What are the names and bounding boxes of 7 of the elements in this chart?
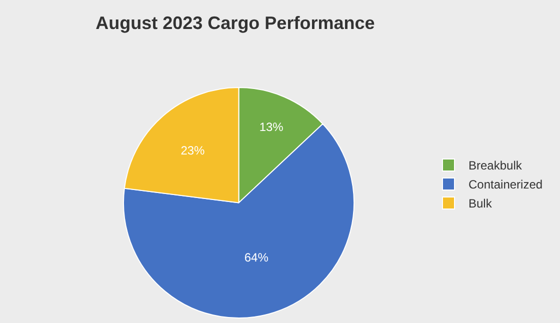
legend-label: Containerized (468, 178, 543, 192)
chart-title: August 2023 Cargo Performance (96, 12, 375, 33)
data-label: 64% (244, 250, 269, 265)
legend-label: Bulk (468, 196, 493, 211)
legend-label: Breakbulk (468, 158, 523, 173)
data-label: 13% (259, 120, 284, 134)
data-label: 23% (180, 144, 206, 158)
